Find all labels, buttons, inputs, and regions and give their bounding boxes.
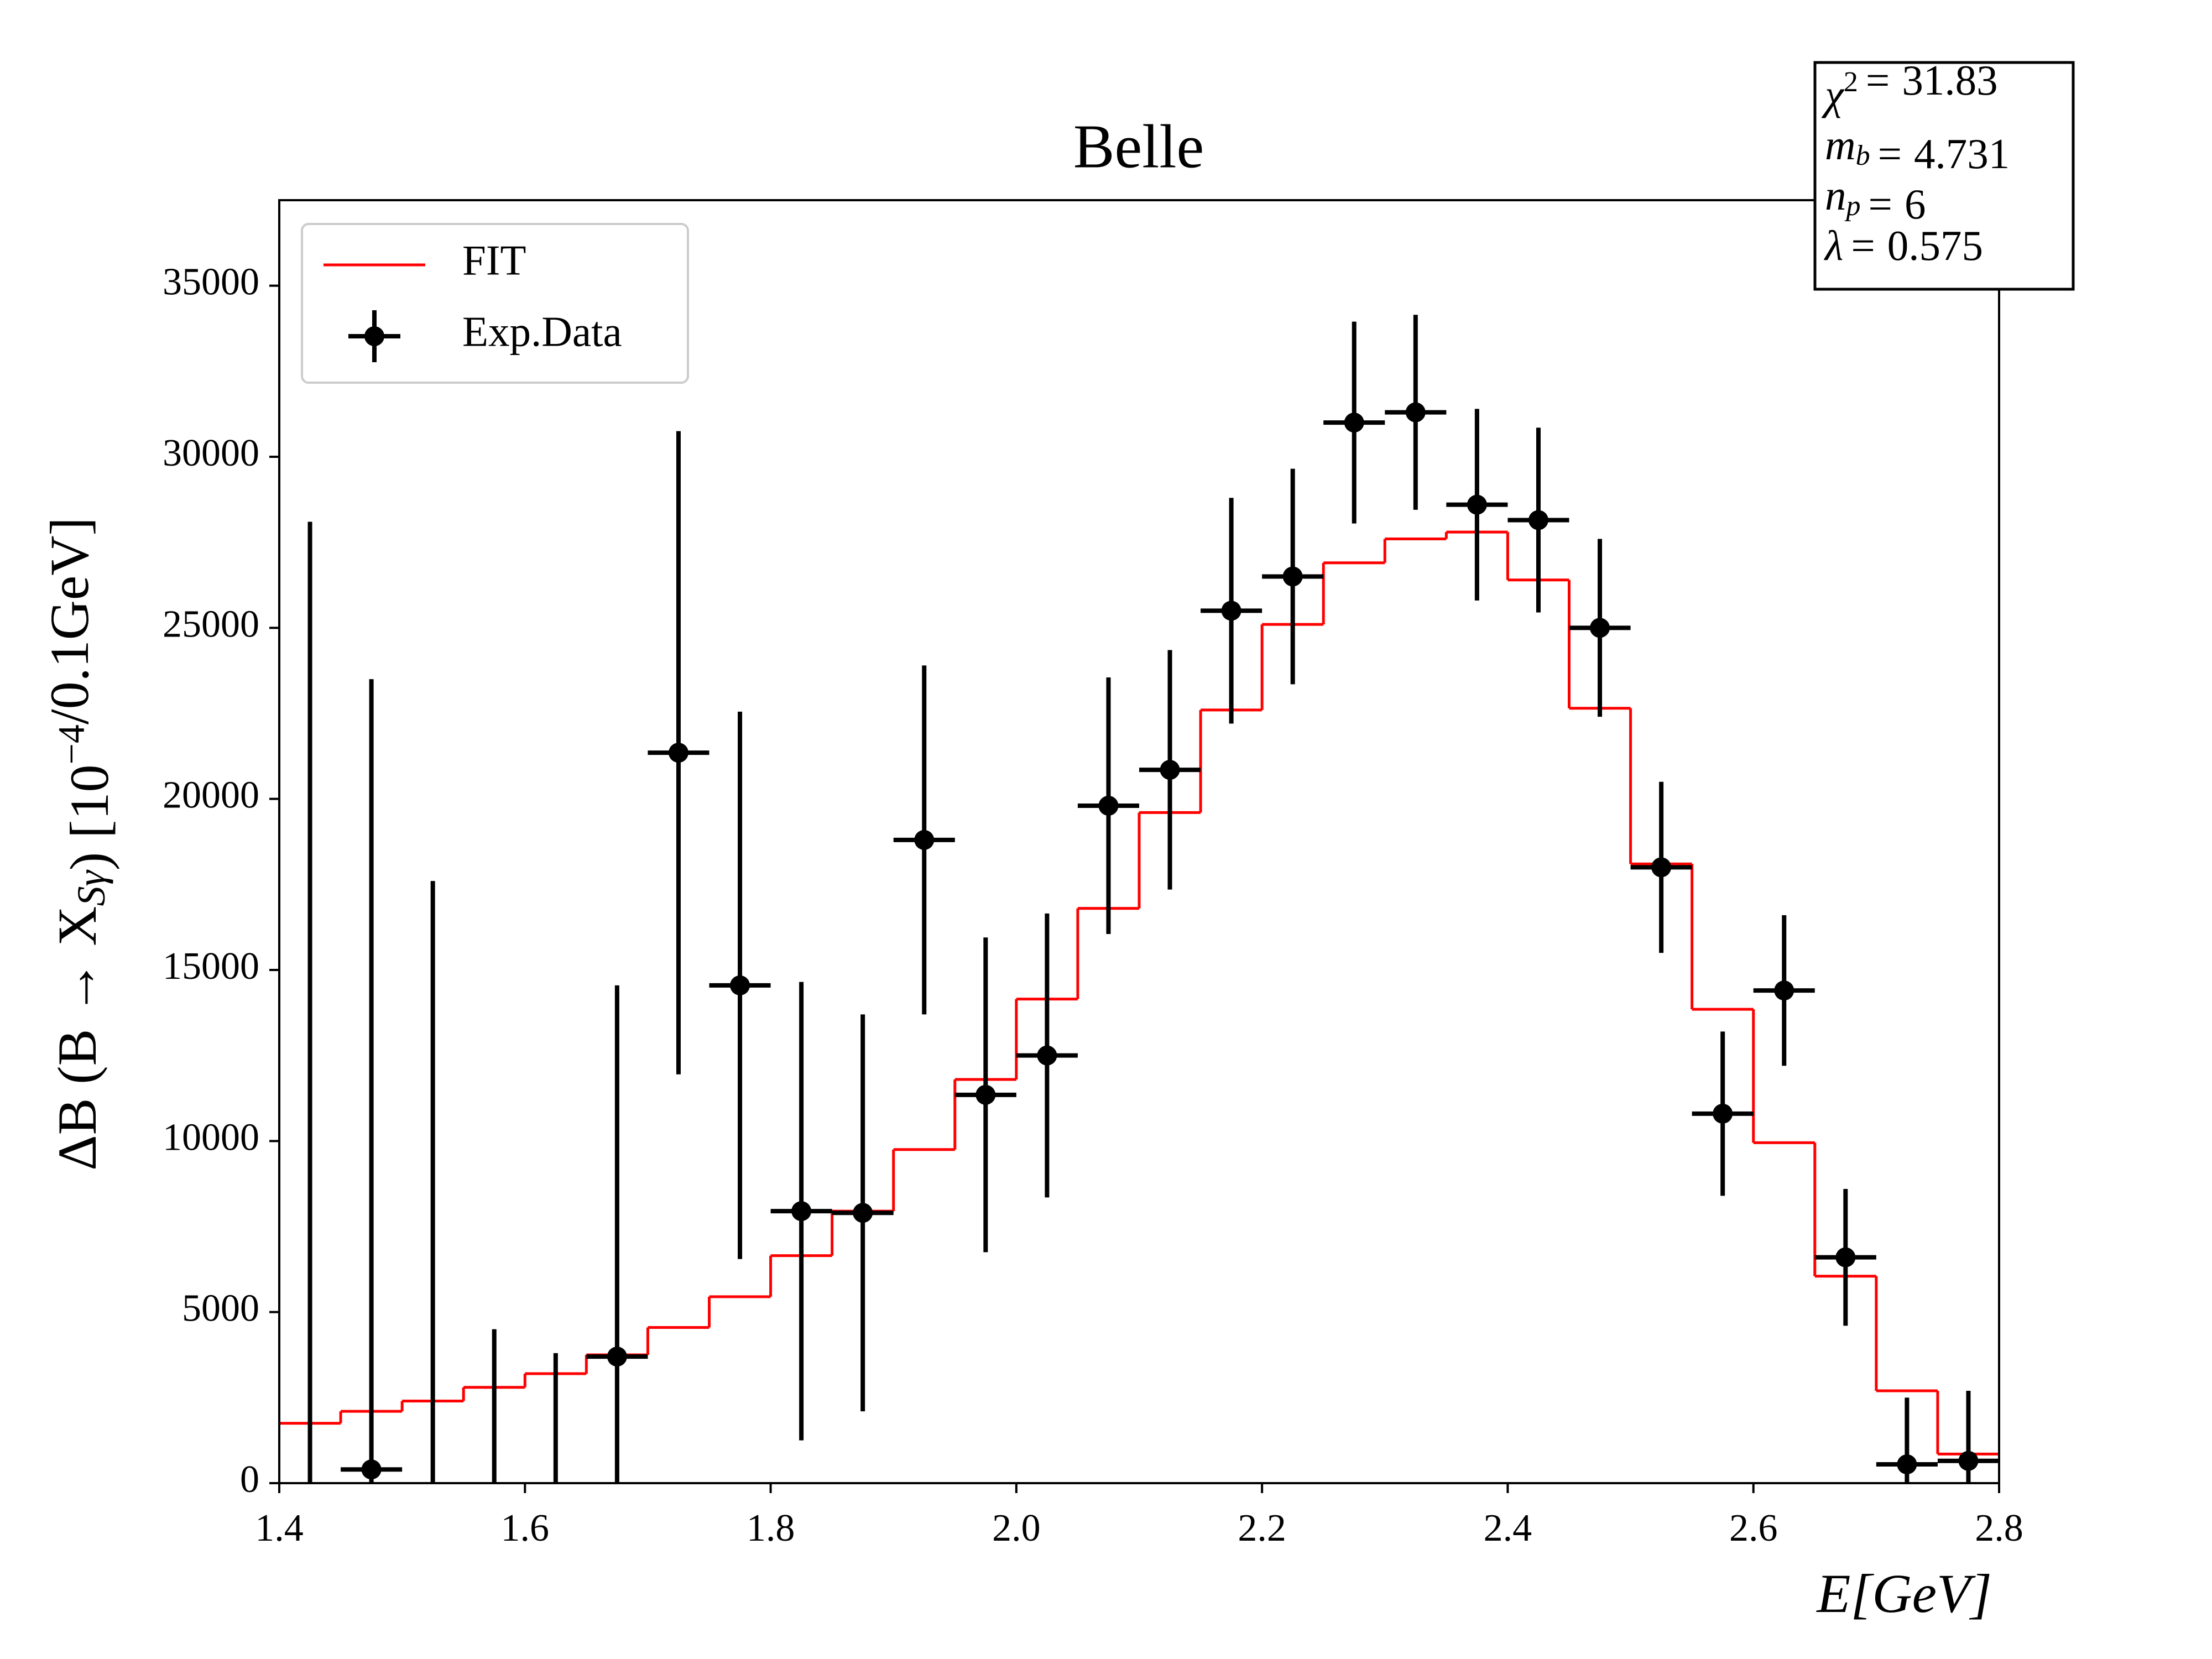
data-point	[730, 975, 750, 995]
axes: 1.4 1.6 1.8 2.0 2.2 2.4 2.6 2.8 0 5000 10000 15000 2…	[163, 261, 2023, 1550]
legend-swatch	[364, 326, 384, 346]
data-point	[853, 1203, 873, 1223]
y-tick-label: 0	[240, 1458, 259, 1501]
data-point	[668, 743, 688, 763]
data-point	[1160, 760, 1180, 780]
data-point	[1897, 1454, 1917, 1474]
data-point	[607, 1347, 627, 1367]
label-sup: −4	[50, 724, 92, 764]
info-equals: =	[1878, 130, 1902, 178]
label-part: ΔB (B → X	[46, 906, 108, 1171]
info-sub: b	[1856, 140, 1870, 171]
info-symbol: m	[1825, 121, 1856, 169]
legend-label: Exp.Data	[462, 308, 622, 356]
info-equals: =	[1851, 222, 1875, 269]
data-point	[1344, 413, 1364, 433]
info-symbol: n	[1825, 171, 1846, 219]
x-tick-label: 2.4	[1484, 1507, 1532, 1550]
info-value: 31.83	[1902, 56, 1997, 104]
data-point	[1835, 1247, 1856, 1267]
data-point	[1713, 1103, 1733, 1124]
info-line: χ2 = 31.83	[1821, 56, 1998, 118]
x-tick-label: 1.4	[255, 1507, 304, 1550]
plot-area	[279, 315, 1999, 1483]
info-line: mb = 4.731	[1825, 121, 2010, 178]
data-point	[1774, 980, 1794, 1001]
data-point	[1037, 1045, 1057, 1066]
info-sub: p	[1844, 190, 1861, 222]
data-point	[1528, 510, 1548, 530]
data-point	[361, 1459, 382, 1480]
data-point	[791, 1201, 812, 1222]
axes-frame	[278, 199, 2000, 1484]
info-frame	[1813, 61, 2075, 291]
label-part: /0.1GeV]	[39, 517, 100, 724]
info-equals: =	[1869, 180, 1892, 228]
info-symbol: χ	[1821, 71, 1845, 118]
y-tick-label: 30000	[163, 432, 259, 474]
data-point	[1098, 796, 1119, 816]
info-value: 4.731	[1914, 130, 2010, 178]
info-line: np = 6	[1825, 171, 1926, 228]
data-point	[1405, 402, 1426, 422]
chart-title: Belle	[1073, 113, 1204, 181]
legend: FIT Exp.Data	[301, 223, 689, 384]
info-value: 0.575	[1887, 222, 1983, 269]
x-tick-label: 1.6	[501, 1507, 550, 1550]
data-point	[1221, 601, 1241, 621]
info-line: λ = 0.575	[1824, 222, 1983, 269]
data-point	[1651, 857, 1672, 878]
x-tick-label: 1.8	[747, 1507, 795, 1550]
data-point	[1958, 1451, 1979, 1471]
data-point	[1467, 494, 1487, 515]
x-tick-label: 2.2	[1238, 1507, 1286, 1550]
label-part: ) [10	[59, 765, 120, 871]
y-tick-label: 20000	[163, 774, 259, 817]
info-value: 6	[1905, 180, 1926, 228]
info-symbol: λ	[1824, 222, 1843, 269]
y-tick-label: 5000	[182, 1287, 259, 1330]
legend-label: FIT	[462, 237, 526, 284]
data-point	[975, 1084, 996, 1105]
data-point	[1590, 618, 1610, 638]
info-sup: 2	[1844, 66, 1858, 98]
y-tick-label: 35000	[163, 261, 259, 304]
x-tick-label: 2.6	[1729, 1507, 1778, 1550]
x-tick-label: 2.0	[992, 1507, 1041, 1550]
y-tick-label: 10000	[163, 1116, 259, 1159]
y-axis-label: ΔB (B → XSγ) [10−4/0.1GeV]	[39, 517, 120, 1170]
x-axis-label: E[GeV]	[1815, 1563, 1992, 1624]
data-point	[1282, 566, 1303, 587]
info-equals: =	[1866, 56, 1890, 104]
y-tick-label: 25000	[163, 603, 259, 645]
label-sub: Sγ	[69, 870, 113, 906]
y-tick-label: 15000	[163, 945, 259, 988]
x-tick-label: 2.8	[1975, 1507, 2023, 1550]
data-point	[914, 830, 935, 850]
